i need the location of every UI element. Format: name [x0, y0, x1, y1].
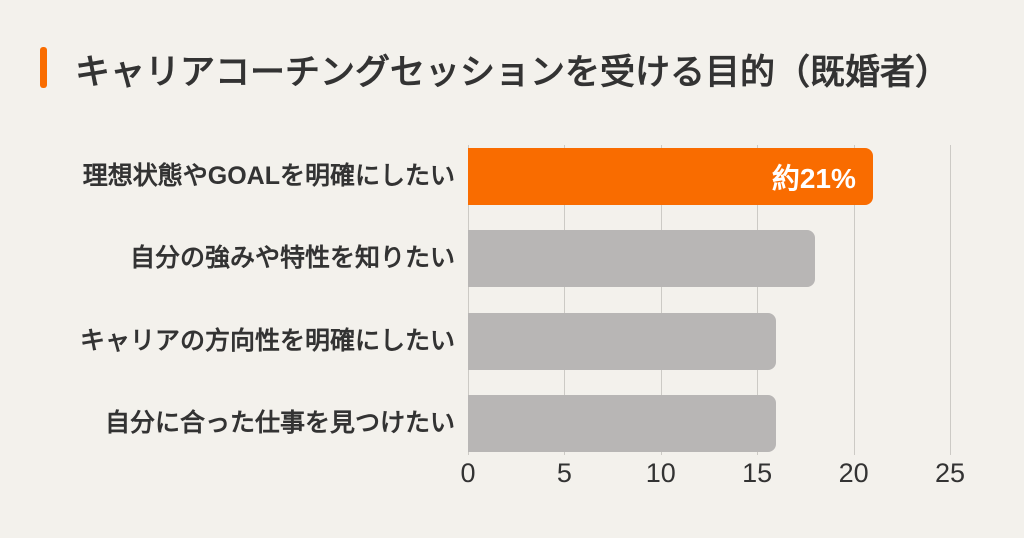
- category-label: 自分に合った仕事を見つけたい: [104, 408, 455, 437]
- x-tick-label: 10: [645, 458, 676, 488]
- gridline: [468, 145, 469, 455]
- gridline: [853, 145, 855, 455]
- gridline: [950, 145, 951, 455]
- bar-1: 約21%: [468, 148, 873, 205]
- bar-4: [468, 394, 777, 452]
- x-tick-label: 25: [934, 458, 966, 488]
- category-label: キャリアの方向性を明確にしたい: [79, 326, 455, 355]
- category-label: 理想状態やGOALを明確にしたい: [82, 162, 455, 190]
- bar-3: [468, 312, 777, 370]
- x-tick-label: 5: [556, 458, 572, 488]
- title-accent-bar: [40, 47, 47, 88]
- gridline: [757, 145, 759, 455]
- gridline: [660, 145, 662, 455]
- x-tick-label: 0: [460, 458, 476, 488]
- chart-title: キャリアコーチングセッションを受ける目的（既婚者）: [75, 53, 951, 92]
- category-label: 自分の強みや特性を知りたい: [129, 244, 455, 273]
- bar-value-label: 約21%: [771, 162, 856, 194]
- x-tick-label: 15: [742, 458, 773, 488]
- gridline: [564, 145, 566, 455]
- plot-area: 約21%: [468, 145, 951, 455]
- bar-2: [468, 230, 816, 288]
- x-tick-label: 20: [838, 458, 869, 488]
